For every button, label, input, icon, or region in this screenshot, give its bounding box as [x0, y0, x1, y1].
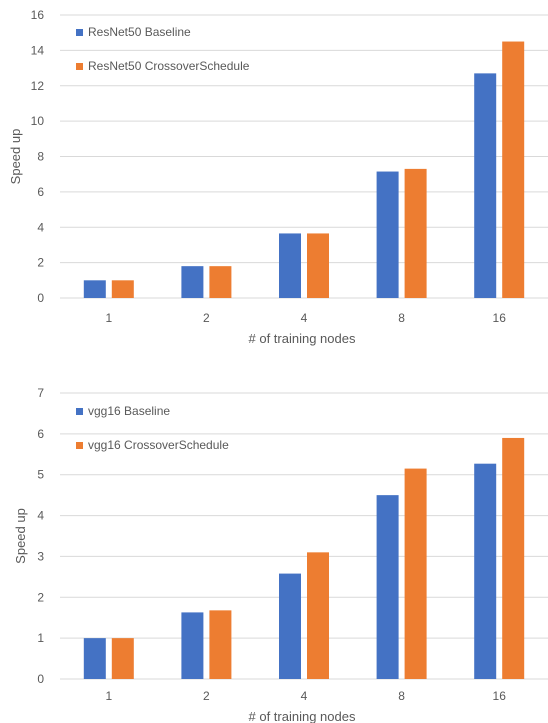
chart-1-x-tick-label: 4: [301, 689, 308, 703]
chart-1-legend-label-1: vgg16 CrossoverSchedule: [88, 438, 229, 452]
chart-1-bar-baseline-16: [474, 463, 497, 679]
chart-1-bar-baseline-4: [279, 573, 301, 679]
chart-1-bar-baseline-8: [376, 495, 399, 679]
chart-1-y-tick-label: 0: [37, 672, 44, 686]
chart-0-y-tick-label: 2: [37, 256, 44, 270]
chart-1-legend-swatch-1: [76, 442, 83, 449]
chart-1-y-tick-label: 6: [37, 427, 44, 441]
chart-0-y-tick-label: 16: [31, 8, 45, 22]
chart-0-bar-baseline-4: [279, 233, 301, 298]
chart-vgg16-speedup: 0 1 2 3 4 5 6 7 1 2 4 8 16 # of training nodes Speed u…: [13, 386, 548, 723]
chart-0-x-tick-label: 16: [493, 311, 507, 325]
chart-1-y-axis-label: Speed up: [13, 508, 28, 564]
chart-0-x-axis-label: # of training nodes: [249, 331, 356, 346]
chart-0-y-tick-label: 6: [37, 185, 44, 199]
chart-1-bar-crossover-2: [209, 610, 232, 679]
chart-0-y-tick-label: 4: [37, 220, 44, 234]
chart-0-bar-baseline-8: [376, 171, 399, 298]
chart-1-x-tick-label: 16: [493, 689, 507, 703]
chart-0-bar-crossover-4: [307, 233, 329, 298]
chart-1-y-tick-label: 3: [37, 549, 44, 563]
chart-1-x-tick-label: 2: [203, 689, 210, 703]
chart-1-bar-crossover-16: [502, 437, 525, 679]
chart-0-bar-crossover-1: [111, 280, 134, 298]
chart-1-legend-swatch-0: [76, 408, 83, 415]
chart-0-bar-baseline-16: [474, 73, 497, 299]
chart-0-x-tick-label: 4: [301, 311, 308, 325]
chart-0-bar-crossover-2: [209, 266, 232, 298]
chart-0-bar-baseline-2: [181, 266, 204, 298]
chart-1-x-tick-label: 8: [398, 689, 405, 703]
chart-0-legend-label-0: ResNet50 Baseline: [88, 25, 191, 39]
chart-1-bar-crossover-8: [404, 468, 427, 679]
chart-0-legend-swatch-1: [76, 63, 83, 70]
chart-1-bar-baseline-1: [83, 638, 106, 679]
chart-0-y-tick-label: 14: [31, 43, 45, 57]
chart-0-y-tick-label: 10: [31, 114, 45, 128]
chart-1-y-tick-label: 7: [37, 386, 44, 400]
chart-0-y-tick-label: 12: [31, 79, 45, 93]
chart-1-x-tick-label: 1: [105, 689, 112, 703]
chart-0-x-tick-label: 2: [203, 311, 210, 325]
chart-0-legend-swatch-0: [76, 29, 83, 36]
chart-0-y-axis-label: Speed up: [8, 129, 23, 185]
chart-1-bar-crossover-4: [307, 552, 329, 679]
chart-0-bar-baseline-1: [83, 280, 106, 298]
chart-1-y-tick-label: 1: [37, 631, 44, 645]
chart-0-bar-crossover-8: [404, 168, 427, 298]
chart-0-legend-label-1: ResNet50 CrossoverSchedule: [88, 59, 250, 73]
chart-1-bar-crossover-1: [111, 638, 134, 679]
chart-1-y-tick-label: 5: [37, 468, 44, 482]
chart-0-bar-crossover-16: [502, 41, 525, 298]
chart-1-bar-baseline-2: [181, 612, 204, 679]
chart-1-y-tick-label: 4: [37, 509, 44, 523]
chart-0-x-tick-label: 1: [105, 311, 112, 325]
chart-1-x-axis-label: # of training nodes: [249, 709, 356, 723]
chart-0-y-tick-label: 8: [37, 150, 44, 164]
chart-0-y-tick-label: 0: [37, 291, 44, 305]
chart-1-legend-label-0: vgg16 Baseline: [88, 404, 170, 418]
chart-1-y-tick-label: 2: [37, 590, 44, 604]
chart-0-x-tick-label: 8: [398, 311, 405, 325]
